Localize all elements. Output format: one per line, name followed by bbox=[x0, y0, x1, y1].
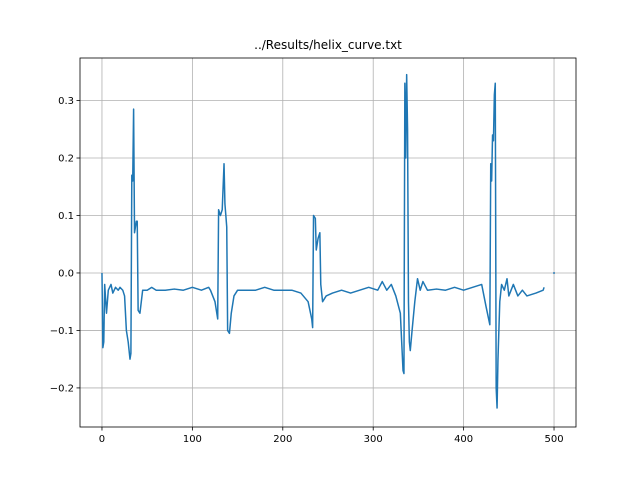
x-tick-label: 500 bbox=[544, 434, 563, 445]
y-tick-label: 0.0 bbox=[58, 268, 74, 279]
x-tick-label: 200 bbox=[273, 434, 292, 445]
x-tick-label: 300 bbox=[364, 434, 383, 445]
y-tick-label: 0.1 bbox=[58, 211, 74, 222]
x-tick-label: 0 bbox=[99, 434, 105, 445]
x-tick-label: 100 bbox=[183, 434, 202, 445]
y-tick-label: −0.2 bbox=[50, 383, 74, 394]
data-line bbox=[101, 73, 555, 409]
y-tick-label: 0.2 bbox=[58, 154, 74, 165]
plot-frame bbox=[79, 57, 577, 428]
chart-title: ../Results/helix_curve.txt bbox=[254, 38, 402, 52]
y-tick-label: −0.1 bbox=[50, 326, 74, 337]
x-tick-label: 400 bbox=[454, 434, 473, 445]
y-tick-label: 0.3 bbox=[58, 96, 74, 107]
